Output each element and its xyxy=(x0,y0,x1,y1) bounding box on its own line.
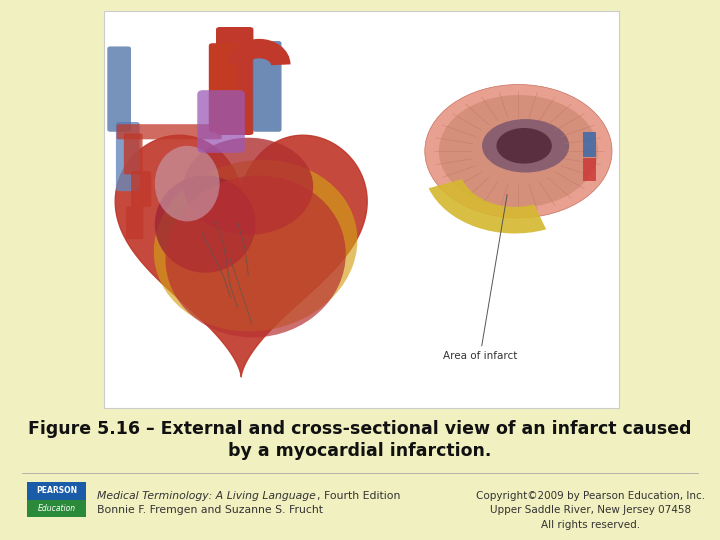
Text: Copyright©2009 by Pearson Education, Inc.: Copyright©2009 by Pearson Education, Inc… xyxy=(476,491,705,501)
Ellipse shape xyxy=(496,128,552,164)
Ellipse shape xyxy=(184,138,313,235)
Ellipse shape xyxy=(425,84,612,218)
FancyBboxPatch shape xyxy=(197,90,245,153)
Text: by a myocardial infarction.: by a myocardial infarction. xyxy=(228,442,492,460)
Bar xyxy=(583,158,596,181)
Ellipse shape xyxy=(482,119,570,173)
Text: Figure 5.16 – External and cross-sectional view of an infarct caused: Figure 5.16 – External and cross-section… xyxy=(28,420,692,438)
FancyBboxPatch shape xyxy=(124,133,143,174)
Text: All rights reserved.: All rights reserved. xyxy=(541,520,640,530)
Bar xyxy=(104,11,619,408)
Bar xyxy=(27,500,86,517)
FancyBboxPatch shape xyxy=(107,46,131,132)
FancyBboxPatch shape xyxy=(126,206,143,239)
Ellipse shape xyxy=(155,146,220,221)
Ellipse shape xyxy=(166,176,346,338)
Bar xyxy=(27,482,86,500)
Ellipse shape xyxy=(439,95,598,207)
Text: Upper Saddle River, New Jersey 07458: Upper Saddle River, New Jersey 07458 xyxy=(490,505,691,515)
FancyBboxPatch shape xyxy=(216,27,253,135)
FancyBboxPatch shape xyxy=(131,171,151,207)
FancyBboxPatch shape xyxy=(116,122,140,191)
FancyBboxPatch shape xyxy=(253,41,282,132)
Text: Bonnie F. Fremgen and Suzanne S. Frucht: Bonnie F. Fremgen and Suzanne S. Frucht xyxy=(97,505,323,515)
Text: PEARSON: PEARSON xyxy=(36,486,78,495)
Text: Area of infarct: Area of infarct xyxy=(443,194,517,361)
Text: Education: Education xyxy=(38,504,76,513)
Wedge shape xyxy=(428,179,546,233)
Text: , Fourth Edition: , Fourth Edition xyxy=(317,491,400,501)
Ellipse shape xyxy=(154,160,357,332)
FancyBboxPatch shape xyxy=(117,124,222,139)
FancyBboxPatch shape xyxy=(209,43,238,132)
Bar xyxy=(583,132,596,157)
Ellipse shape xyxy=(155,176,256,273)
Polygon shape xyxy=(227,32,252,70)
Text: Medical Terminology: A Living Language: Medical Terminology: A Living Language xyxy=(97,491,316,501)
Polygon shape xyxy=(115,135,367,377)
